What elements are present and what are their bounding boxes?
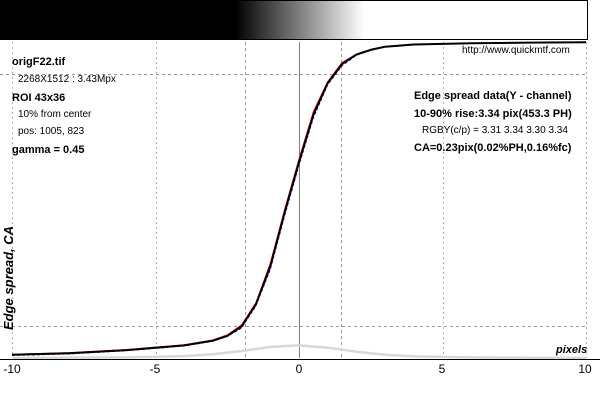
results-title: Edge spread data(Y - channel)	[414, 90, 572, 102]
filename-label: origF22.tif	[12, 56, 66, 68]
website-url: http://www.quickmtf.com	[462, 45, 570, 56]
dimensions-label: 2268X1512 : 3.43Mpx	[18, 74, 116, 85]
x-tick-label: -5	[149, 362, 161, 376]
rise-result: 10-90% rise:3.34 pix(453.3 PH)	[414, 108, 572, 120]
from-center-label: 10% from center	[18, 109, 92, 120]
edge-ramp-bar	[0, 0, 588, 40]
y-axis-label: Edge spread, CA	[1, 225, 16, 330]
grid	[0, 42, 587, 358]
rgby-result: RGBY(c/p) = 3.31 3.34 3.30 3.34	[422, 125, 568, 136]
x-axis-label: pixels	[556, 344, 588, 356]
gamma-label: gamma = 0.45	[12, 144, 85, 156]
position-label: pos: 1005, 823	[18, 126, 85, 137]
x-tick-label: 0	[295, 362, 303, 376]
roi-label: ROI 43x36	[12, 92, 66, 104]
ca-result: CA=0.23pix(0.02%PH,0.16%fc)	[414, 142, 572, 154]
plot-area	[11, 41, 587, 360]
edge-ramp-border	[0, 0, 588, 40]
series-y	[11, 41, 587, 356]
x-tick-label: 10	[578, 362, 592, 376]
series-ca	[11, 344, 587, 360]
x-tick-label: 5	[438, 362, 446, 376]
x-tick-label: -10	[3, 362, 21, 376]
